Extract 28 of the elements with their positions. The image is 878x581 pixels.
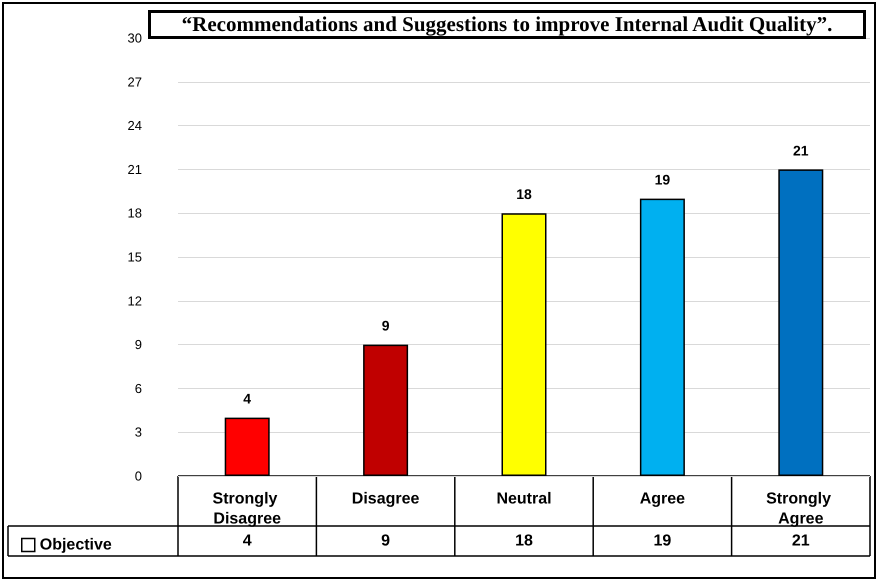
x-tick-label: Agree <box>640 490 686 508</box>
y-tick-label: 15 <box>128 250 142 264</box>
y-tick-label: 0 <box>134 468 142 484</box>
y-tick-label: 21 <box>128 162 142 177</box>
x-tick-label: Neutral <box>496 490 552 508</box>
data-label: 4 <box>242 532 252 550</box>
y-tick-label: 27 <box>128 74 142 90</box>
data-label: 18 <box>515 532 533 550</box>
y-tick-label: 30 <box>128 30 142 46</box>
text: 19 <box>654 172 670 188</box>
y-tick-label: 6 <box>134 380 142 396</box>
chart-title: “Recommendations and Suggestions to improve Internal Audit Quality”. <box>148 10 866 39</box>
legend-label: Objective <box>40 536 112 554</box>
y-tick-label: 3 <box>134 424 142 440</box>
text: 18 <box>516 186 532 202</box>
data-label: 9 <box>381 532 390 550</box>
x-tick-label: Strongly Disagree <box>212 490 282 528</box>
y-tick-label: 12 <box>128 293 142 308</box>
x-tick-label: Strongly Agree <box>766 490 836 528</box>
y-tick-label: 24 <box>128 118 142 134</box>
text: 9 <box>382 318 390 334</box>
x-tick-label: Disagree <box>352 490 420 508</box>
y-tick-label: 18 <box>128 206 142 221</box>
y-tick-label: 9 <box>134 337 142 352</box>
text: 21 <box>793 142 809 158</box>
data-label: 21 <box>792 532 810 550</box>
data-label: 19 <box>654 532 672 550</box>
text: 4 <box>243 390 252 407</box>
